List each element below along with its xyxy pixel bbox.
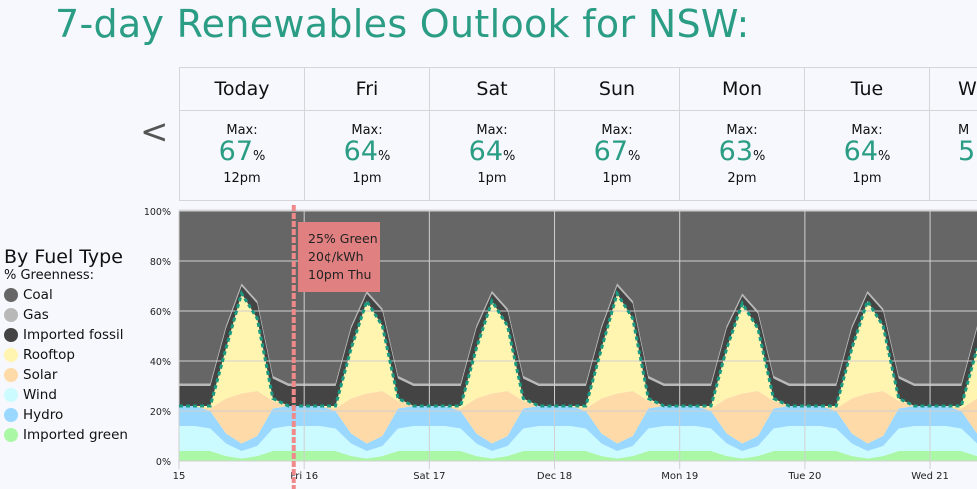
legend-swatch-icon — [4, 328, 18, 342]
legend-label: Coal — [23, 287, 53, 303]
day-card[interactable]: Today Max: 67% 12pm — [179, 68, 304, 200]
day-name: Fri — [305, 68, 429, 111]
legend-swatch-icon — [4, 348, 18, 362]
legend-item[interactable]: Imported green — [4, 425, 128, 445]
y-tick-label: 80% — [150, 257, 171, 268]
max-time: 1pm — [602, 171, 632, 186]
percent-unit: % — [378, 149, 391, 164]
percent-unit: % — [878, 149, 891, 164]
x-tick-label: Dec 18 — [537, 471, 572, 482]
x-tick-label: Sat 17 — [413, 471, 445, 482]
area-imported-green — [179, 451, 977, 461]
area-imported-fossil — [179, 286, 977, 406]
legend-subtitle: % Greenness: — [4, 268, 95, 283]
fuel-type-legend: By Fuel Type % Greenness: Coal Gas Importe… — [4, 246, 128, 445]
legend-item[interactable]: Coal — [4, 285, 128, 305]
legend-swatch-icon — [4, 428, 18, 442]
legend-swatch-icon — [4, 388, 18, 402]
max-greenness: 67 — [218, 136, 253, 167]
area-hydro — [179, 406, 977, 451]
max-label: M — [958, 123, 970, 138]
max-time: 12pm — [223, 171, 261, 186]
percent-unit: % — [753, 149, 766, 164]
max-time: 1pm — [352, 171, 382, 186]
legend-label: Hydro — [23, 407, 64, 423]
max-greenness: 64 — [843, 136, 878, 167]
legend-item[interactable]: Gas — [4, 305, 128, 325]
area-solar — [179, 391, 977, 444]
max-label: Max: — [726, 123, 758, 138]
x-tick-label: Wed 21 — [911, 471, 949, 482]
day-name: Tue — [805, 68, 929, 111]
x-tick-label: Fri 16 — [290, 471, 318, 482]
greenness-line — [179, 289, 977, 408]
legend-item[interactable]: Wind — [4, 385, 128, 405]
x-tick-label: Tue 20 — [787, 471, 821, 482]
y-tick-label: 0% — [156, 457, 171, 468]
legend-label: Wind — [23, 387, 57, 403]
legend-item[interactable]: Rooftop — [4, 345, 128, 365]
y-tick-label: 60% — [150, 307, 171, 318]
max-label: Max: — [601, 123, 633, 138]
legend-item[interactable]: Solar — [4, 365, 128, 385]
legend-label: Solar — [23, 367, 58, 383]
legend-swatch-icon — [4, 368, 18, 382]
day-card[interactable]: W M 5 — [929, 68, 977, 200]
max-time: 1pm — [852, 171, 882, 186]
max-greenness: 64 — [468, 136, 503, 167]
hover-tooltip: 25% Green 20¢/kWh 10pm Thu — [298, 222, 380, 292]
x-tick-label: 15 — [173, 471, 186, 482]
day-name: Mon — [680, 68, 804, 111]
area-wind — [179, 426, 977, 459]
day-card[interactable]: Tue Max: 64% 1pm — [804, 68, 929, 200]
percent-unit: % — [503, 149, 516, 164]
legend-label: Rooftop — [23, 347, 75, 363]
day-name: Sat — [430, 68, 554, 111]
tooltip-price: 20¢/kWh — [308, 249, 364, 264]
percent-unit: % — [628, 149, 641, 164]
max-label: Max: — [351, 123, 383, 138]
legend-swatch-icon — [4, 408, 18, 422]
max-greenness: 63 — [718, 136, 753, 167]
max-label: Max: — [226, 123, 258, 138]
tooltip-greenness: 25% Green — [308, 231, 378, 246]
day-card[interactable]: Mon Max: 63% 2pm — [679, 68, 804, 200]
legend-swatch-icon — [4, 308, 18, 322]
day-name: W — [930, 68, 977, 111]
y-tick-label: 20% — [150, 407, 171, 418]
legend-label: Imported green — [23, 427, 128, 443]
max-time: 1pm — [477, 171, 507, 186]
x-tick-label: Mon 19 — [661, 471, 698, 482]
y-tick-label: 40% — [150, 357, 171, 368]
max-time: 2pm — [727, 171, 757, 186]
legend-item[interactable]: Hydro — [4, 405, 128, 425]
day-forecast-strip: Today Max: 67% 12pm Fri Max: 64% 1pm Sat M… — [179, 67, 977, 201]
legend-swatch-icon — [4, 288, 18, 302]
day-card[interactable]: Fri Max: 64% 1pm — [304, 68, 429, 200]
tooltip-time: 10pm Thu — [308, 267, 372, 282]
page-title: 7-day Renewables Outlook for NSW: — [55, 2, 750, 46]
max-greenness: 67 — [593, 136, 628, 167]
y-tick-label: 100% — [144, 207, 171, 218]
max-label: Max: — [851, 123, 883, 138]
legend-item[interactable]: Imported fossil — [4, 325, 128, 345]
legend-label: Gas — [23, 307, 49, 323]
legend-title: By Fuel Type — [4, 246, 123, 268]
max-greenness: 64 — [343, 136, 378, 167]
legend-label: Imported fossil — [23, 327, 124, 343]
day-card[interactable]: Sat Max: 64% 1pm — [429, 68, 554, 200]
day-name: Today — [180, 68, 304, 111]
day-name: Sun — [555, 68, 679, 111]
previous-week-button[interactable]: < — [140, 112, 169, 152]
max-label: Max: — [476, 123, 508, 138]
day-card[interactable]: Sun Max: 67% 1pm — [554, 68, 679, 200]
max-greenness: 5 — [958, 136, 976, 167]
percent-unit: % — [253, 149, 266, 164]
fuel-mix-chart: 0% 20% 40% 60% 80% 100% 15 Fri 16 Sat 17 Dec 18 Mo… — [144, 205, 977, 489]
